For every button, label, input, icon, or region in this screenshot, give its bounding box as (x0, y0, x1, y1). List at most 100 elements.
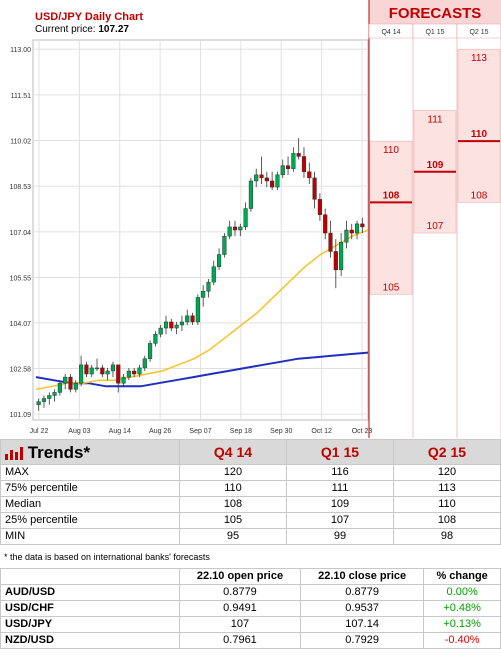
fx-close: 0.9537 (299, 600, 425, 617)
candle-body (195, 297, 200, 323)
x-tick-label: Oct 23 (352, 428, 373, 435)
candle-body (47, 395, 52, 399)
candle-body (137, 367, 142, 375)
candle-body (36, 401, 41, 405)
candle-body (163, 321, 169, 329)
cell: 110 (393, 496, 501, 513)
candle-body (121, 376, 126, 384)
candle-body (232, 226, 238, 231)
candle-body (110, 364, 116, 372)
trends-row: MAX 120 116 120 (0, 464, 501, 481)
cell: 111 (286, 480, 394, 497)
candle-body (285, 165, 291, 169)
fx-pair: AUD/USD (0, 584, 180, 601)
candles (36, 138, 365, 411)
candle-body (94, 367, 100, 370)
candle-body (201, 291, 206, 298)
candle-body (222, 235, 227, 255)
fx-pair: USD/CHF (0, 600, 180, 617)
trends-col-q4-14: Q4 14 (179, 439, 287, 465)
ma-short-series (35, 229, 369, 391)
y-tick-labels: 113.00 111.51 110.02 108.53 107.04 105.55 104.… (10, 47, 32, 419)
candle-body (158, 327, 163, 335)
y-tick-label: 108.53 (10, 184, 32, 191)
fx-change: -0.40% (423, 632, 501, 649)
candle-body (100, 367, 105, 375)
candle-body (254, 174, 259, 182)
fx-open: 0.7961 (179, 632, 301, 649)
ma-short-line (35, 229, 369, 391)
fx-row: USD/JPY 107 107.14 +0.13% (0, 616, 501, 633)
trends-row: 25% percentile 105 107 108 (0, 512, 501, 529)
trends-footnote: * the data is based on international ban… (4, 552, 210, 562)
candle-body (73, 383, 78, 390)
fx-close: 107.14 (299, 616, 425, 633)
cell: 113 (393, 480, 501, 497)
cell: 99 (286, 528, 394, 545)
x-tick-label: Oct 12 (311, 428, 332, 435)
current-price-line: Current price: 107.27 (35, 24, 129, 35)
candle-body (57, 383, 62, 393)
fx-header-blank (0, 568, 180, 585)
y-tick-label: 110.02 (10, 139, 31, 146)
forecast-range-box (369, 140, 413, 295)
chart-svg: 113.00 111.51 110.02 108.53 107.04 105.55 104.… (9, 0, 501, 438)
candle-body (264, 177, 269, 182)
candle-body (126, 370, 131, 378)
fx-table: 22.10 open price 22.10 close price % cha… (0, 568, 501, 649)
forecast-col-label: Q1 15 (425, 29, 444, 36)
fx-row: NZD/USD 0.7961 0.7929 -0.40% (0, 632, 501, 649)
forecast-min-label: 105 (383, 282, 400, 293)
cell: 108 (179, 496, 287, 513)
candle-body (307, 171, 312, 179)
forecast-range-box (457, 48, 501, 203)
candle-body (323, 214, 328, 234)
candle-body (259, 174, 264, 179)
candle-body (317, 199, 322, 215)
candle-body (52, 392, 57, 396)
y-tick-label: 104.07 (10, 321, 32, 328)
cell: 95 (179, 528, 287, 545)
candle-body (174, 324, 179, 329)
cell: 109 (286, 496, 394, 513)
forecast-median-label: 109 (427, 160, 444, 171)
fx-open: 0.9491 (179, 600, 301, 617)
x-tick-label: Aug 14 (109, 428, 131, 435)
candle-body (211, 266, 216, 283)
ma-long-line (35, 351, 369, 388)
candle-body (333, 251, 338, 271)
y-tick-label: 101.09 (10, 412, 32, 419)
fx-header-open: 22.10 open price (179, 568, 301, 585)
fx-change: 0.00% (423, 584, 501, 601)
candle-body (275, 174, 280, 188)
fx-change: +0.13% (423, 616, 501, 633)
cell: 108 (393, 512, 501, 529)
forecast-col-header (456, 23, 501, 39)
candle-body (41, 398, 47, 402)
forecast-panel: FORECASTS Q4 14 110 108 105 Q1 15 111 109 107 Q2… (368, 0, 501, 438)
x-tick-label: Sep 07 (189, 428, 211, 435)
chart-title: USD/JPY Daily Chart (35, 11, 143, 23)
fx-row: USD/CHF 0.9491 0.9537 +0.48% (0, 600, 501, 617)
forecast-median-label: 110 (471, 129, 488, 140)
forecast-max-label: 110 (383, 145, 399, 156)
candle-body (360, 223, 365, 228)
candle-body (148, 343, 153, 359)
candle-body (291, 153, 296, 169)
trends-table: Trends* Q4 14 Q1 15 Q2 15 MAX 120 116 12… (0, 439, 501, 545)
forecast-median-label: 108 (383, 190, 400, 201)
candle-body (354, 223, 360, 234)
candle-body (105, 370, 110, 375)
fx-header-change: % change (423, 568, 501, 585)
fx-close: 0.7929 (299, 632, 425, 649)
forecast-max-label: 113 (471, 53, 487, 64)
x-tick-label: Sep 18 (230, 428, 252, 435)
candle-body (190, 315, 195, 323)
trends-header-row: Trends* Q4 14 Q1 15 Q2 15 (0, 439, 501, 465)
candle-body (169, 321, 174, 329)
usdjpy-chart: 113.00 111.51 110.02 108.53 107.04 105.55 104.… (9, 0, 501, 438)
trends-row: MIN 95 99 98 (0, 528, 501, 545)
fx-close: 0.8779 (299, 584, 425, 601)
trends-row: 75% percentile 110 111 113 (0, 480, 501, 497)
candle-body (339, 242, 344, 271)
